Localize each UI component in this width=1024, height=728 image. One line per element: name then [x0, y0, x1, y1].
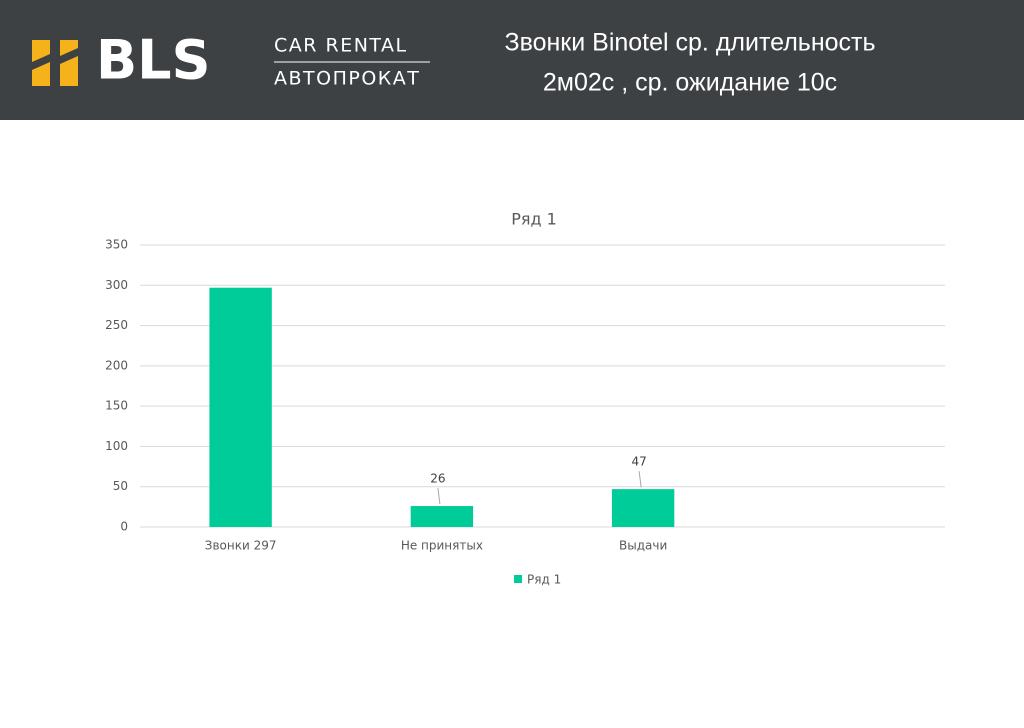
- x-tick-label: Не принятых: [401, 539, 483, 553]
- chart: 0 50 100 150 200 250 300 350 Звонки 297 Не принят…: [105, 238, 945, 587]
- brand-top: CAR RENTAL: [274, 35, 408, 57]
- x-tick-label: Звонки 297: [205, 539, 277, 553]
- logo-icon: [32, 40, 78, 86]
- bar: [611, 489, 675, 527]
- y-tick-label: 250: [105, 318, 128, 332]
- data-label: 26: [430, 472, 445, 486]
- label-leader: [638, 471, 642, 488]
- y-tick-label: 50: [113, 479, 128, 493]
- label-leader: [437, 487, 441, 505]
- slide-title: 2м02с , ср. ожидание 10с: [543, 69, 837, 97]
- y-tick-label: 150: [105, 399, 128, 413]
- y-tick-label: 350: [105, 238, 128, 252]
- legend-swatch: [514, 575, 522, 583]
- slide-title: Звонки Binotel ср. длительность: [504, 29, 875, 57]
- bar: [209, 287, 272, 527]
- y-tick-label: 0: [120, 520, 128, 534]
- data-label: 47: [631, 455, 646, 469]
- brand-bottom: АВТОПРОКАТ: [274, 68, 420, 90]
- y-tick-label: 100: [105, 439, 128, 453]
- x-tick-label: Выдачи: [619, 539, 667, 553]
- bar: [410, 506, 474, 527]
- y-tick-label: 300: [105, 278, 128, 292]
- chart-title: Ряд 1: [511, 210, 557, 229]
- y-tick-label: 200: [105, 358, 128, 372]
- logo-text: BLS: [96, 29, 210, 92]
- header-band: [0, 0, 1024, 120]
- legend-label: Ряд 1: [527, 573, 561, 587]
